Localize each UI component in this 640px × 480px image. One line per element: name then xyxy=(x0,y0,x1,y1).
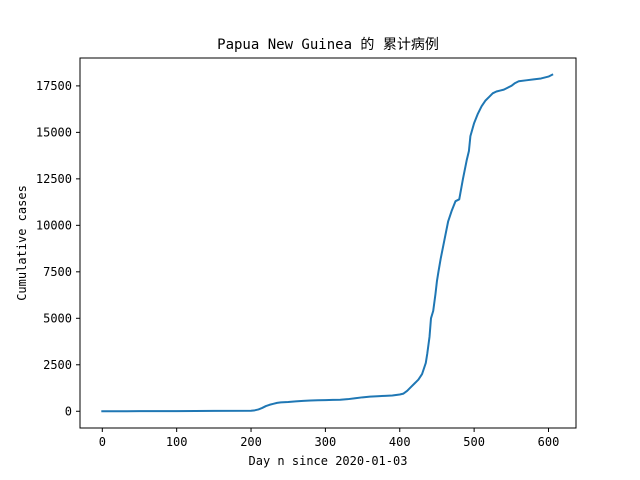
plot-area xyxy=(80,58,576,428)
y-tick-label: 10000 xyxy=(36,218,72,232)
y-axis-ticks: 0 2500 5000 7500 10000 12500 15000 17500 xyxy=(36,79,80,418)
x-axis-label: Day n since 2020-01-03 xyxy=(249,454,408,468)
series-layer xyxy=(101,73,554,413)
y-tick-label: 0 xyxy=(65,404,72,418)
x-axis-ticks: 0 100 200 300 400 500 600 xyxy=(99,428,560,449)
y-tick-label: 2500 xyxy=(43,358,72,372)
y-tick-label: 15000 xyxy=(36,125,72,139)
x-tick-label: 0 xyxy=(99,435,106,449)
x-tick-label: 600 xyxy=(538,435,560,449)
series-line-0 xyxy=(101,73,554,413)
y-axis-label: Cumulative cases xyxy=(15,185,29,301)
y-tick-label: 12500 xyxy=(36,172,72,186)
plot-frame xyxy=(79,57,577,429)
x-tick-label: 200 xyxy=(240,435,262,449)
y-tick-label: 7500 xyxy=(43,265,72,279)
x-tick-label: 400 xyxy=(389,435,411,449)
x-tick-label: 300 xyxy=(315,435,337,449)
y-tick-label: 5000 xyxy=(43,311,72,325)
y-tick-label: 17500 xyxy=(36,79,72,93)
chart-title: Papua New Guinea 的 累计病例 xyxy=(217,37,439,53)
x-tick-label: 100 xyxy=(166,435,188,449)
x-tick-label: 500 xyxy=(463,435,485,449)
